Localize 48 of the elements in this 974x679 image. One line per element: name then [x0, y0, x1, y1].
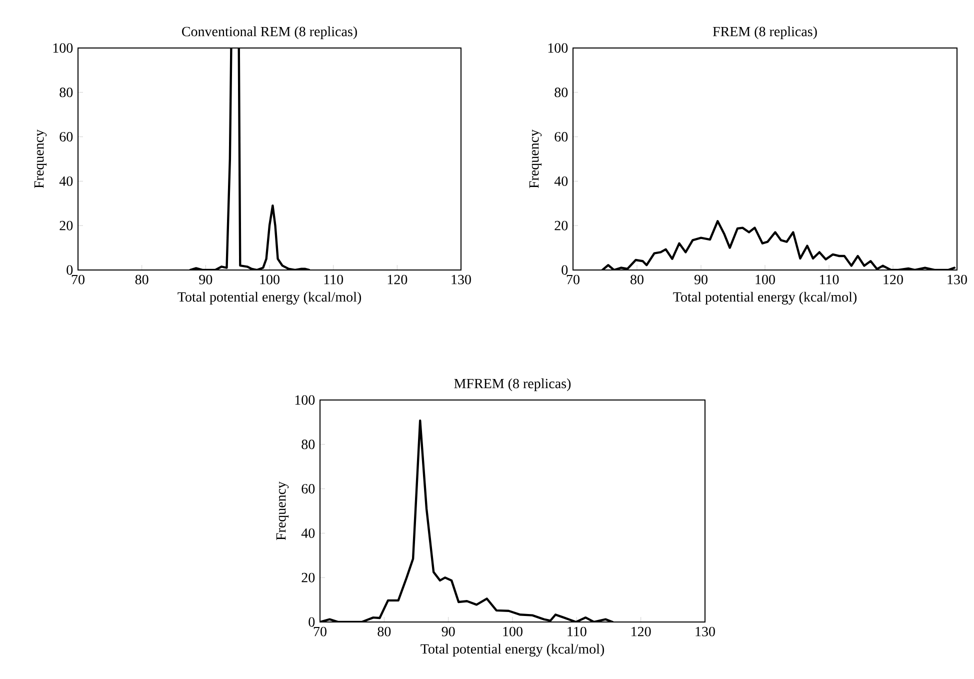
x-tick-label: 110: [820, 274, 839, 284]
x-axis-title: Total potential energy (kcal/mol): [420, 644, 604, 657]
x-tick-label: 70: [566, 274, 580, 284]
chart-title: FREM (8 replicas): [712, 26, 817, 40]
x-tick-label: 80: [135, 274, 148, 284]
x-tick-label: 80: [630, 274, 644, 284]
y-tick-label: 0: [66, 265, 73, 275]
y-tick-label: 0: [308, 617, 315, 627]
chart-title: MFREM (8 replicas): [454, 378, 571, 392]
chart-title: Conventional REM (8 replicas): [182, 26, 357, 40]
y-axis-title: Frequency: [529, 129, 542, 188]
x-tick-label: 130: [452, 274, 471, 284]
x-tick-label: 120: [388, 274, 408, 284]
y-tick-label: 60: [554, 132, 568, 142]
y-tick-label: 40: [59, 176, 73, 186]
x-tick-label: 90: [442, 626, 455, 636]
y-tick-label: 60: [302, 484, 315, 494]
x-tick-label: 70: [72, 274, 84, 284]
y-tick-label: 40: [301, 528, 315, 538]
y-tick-label: 20: [60, 220, 73, 230]
y-tick-label: 80: [554, 88, 568, 98]
y-axis-title: Frequency: [276, 481, 289, 540]
y-tick-label: 20: [554, 220, 568, 230]
x-tick-label: 120: [884, 274, 903, 284]
x-tick-label: 120: [632, 626, 651, 636]
x-tick-label: 110: [324, 274, 344, 284]
x-tick-label: 100: [260, 274, 280, 284]
x-tick-label: 130: [948, 274, 967, 284]
x-tick-label: 90: [199, 274, 212, 284]
x-tick-label: 100: [503, 626, 522, 636]
y-axis-title: Frequency: [34, 129, 47, 188]
x-tick-label: 80: [378, 626, 391, 636]
y-tick-label: 100: [548, 43, 568, 53]
y-tick-label: 80: [302, 440, 315, 450]
x-axis-title: Total potential energy (kcal/mol): [673, 292, 857, 305]
x-axis-title: Total potential energy (kcal/mol): [178, 292, 362, 305]
y-tick-label: 100: [295, 395, 315, 405]
y-tick-label: 40: [554, 176, 568, 186]
x-tick-label: 90: [694, 274, 708, 284]
y-tick-label: 100: [53, 43, 73, 53]
y-tick-label: 20: [302, 572, 315, 582]
x-tick-label: 100: [756, 274, 775, 284]
y-tick-label: 80: [60, 88, 73, 98]
y-tick-label: 60: [60, 132, 73, 142]
y-tick-label: 0: [562, 265, 568, 275]
x-tick-label: 110: [568, 626, 586, 636]
x-tick-label: 130: [696, 626, 715, 636]
x-tick-label: 70: [314, 626, 326, 636]
